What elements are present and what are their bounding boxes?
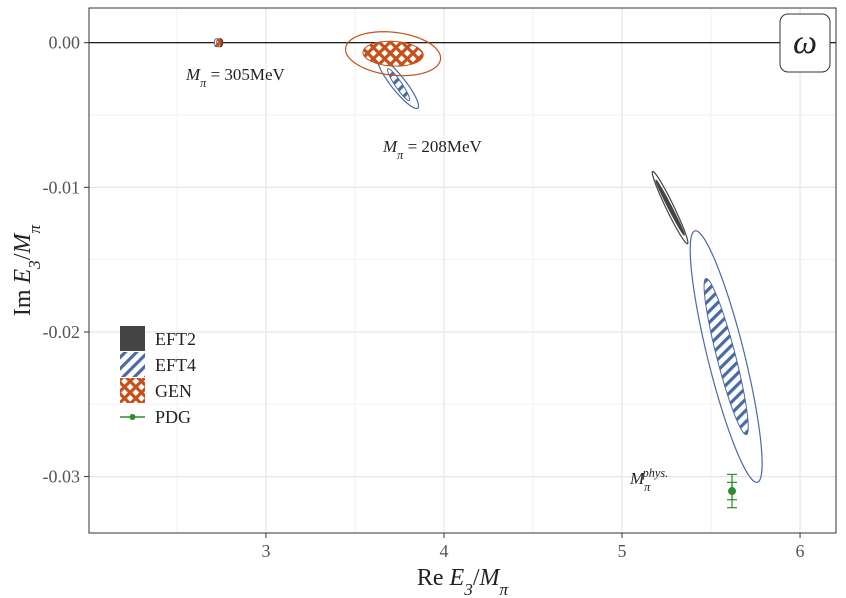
contour [344, 31, 442, 77]
x-tick-label: 4 [439, 541, 448, 561]
legend-key [129, 414, 136, 420]
ellipse [703, 277, 749, 436]
y-tick-label: -0.03 [43, 467, 81, 487]
annotation-part: π [644, 480, 651, 494]
plot-frame [88, 7, 837, 534]
y-axis-label-part: M [10, 232, 36, 255]
panel-box [779, 13, 831, 73]
x-tick-label: 6 [796, 541, 805, 561]
legend-key [120, 326, 145, 351]
legend-label: EFT4 [155, 355, 196, 375]
x-tick-label: 3 [261, 541, 270, 561]
x-axis-label-part: 3 [463, 580, 473, 598]
annotation-part: phys. [642, 466, 668, 480]
ellipse [655, 179, 685, 236]
x-axis-label-part: / [473, 565, 480, 591]
marks [89, 31, 836, 509]
legend-label: GEN [155, 381, 192, 401]
legend-key [120, 378, 145, 403]
y-axis-label: Im E3/Mπ [10, 224, 44, 317]
legend-label: PDG [155, 407, 191, 427]
annotation-part: = 305MeV [206, 65, 285, 84]
y-axis-label-part: Im [10, 283, 36, 316]
y-axis-label-part: 3 [25, 260, 44, 270]
annotation-part: π [397, 148, 404, 162]
ellipse [387, 68, 411, 102]
annotation-part: M [629, 469, 645, 488]
point [728, 487, 737, 496]
y-tick-label: 0.00 [49, 33, 81, 53]
x-axis-label-part: M [479, 565, 502, 591]
annotation: Mπ = 208MeV [382, 137, 483, 162]
y-tick-label: -0.01 [43, 177, 81, 197]
x-axis-label: Re E3/Mπ [417, 565, 510, 598]
annotation-part: M [382, 137, 398, 156]
annotation-part: = 208MeV [403, 137, 482, 156]
x-axis-label-part: E [449, 565, 465, 591]
annotation-part: M [185, 65, 201, 84]
ellipse [216, 38, 222, 48]
x-axis-label-part: π [500, 580, 510, 598]
ellipse [362, 40, 424, 67]
contour [651, 170, 689, 245]
x-tick-label: 5 [618, 541, 627, 561]
legend-key [120, 352, 145, 377]
y-axis-label-part: / [10, 253, 36, 260]
y-axis-label-part: π [25, 224, 44, 234]
y-axis-label-part: E [10, 268, 36, 284]
legend-label: EFT2 [155, 329, 196, 349]
x-axis-label-part: Re [417, 565, 450, 591]
contour [689, 230, 763, 483]
annotation-part: π [200, 76, 207, 90]
y-tick-label: -0.02 [43, 322, 81, 342]
annotation: Mπ = 305MeV [185, 65, 286, 90]
panel-label: ω [793, 24, 817, 61]
annotation: Mπphys. [629, 466, 668, 494]
